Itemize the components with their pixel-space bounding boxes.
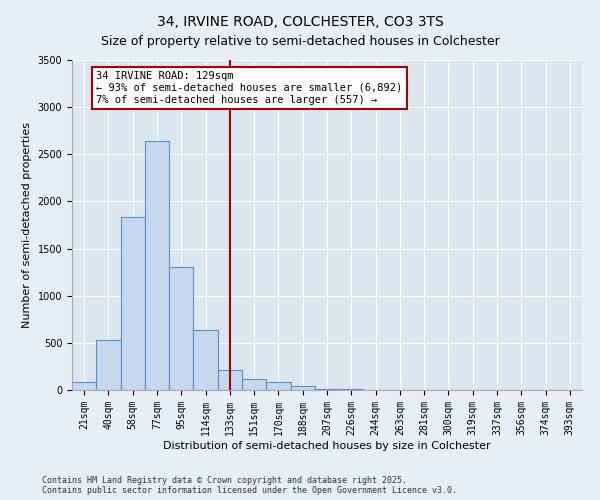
Bar	[242, 378, 266, 390]
Bar	[339, 389, 364, 390]
Bar	[315, 388, 339, 390]
Text: 34 IRVINE ROAD: 129sqm
← 93% of semi-detached houses are smaller (6,892)
7% of s: 34 IRVINE ROAD: 129sqm ← 93% of semi-det…	[96, 72, 403, 104]
Bar	[218, 370, 242, 390]
Bar	[266, 382, 290, 390]
Bar	[121, 216, 145, 390]
Bar	[193, 330, 218, 390]
Bar	[96, 340, 121, 390]
Y-axis label: Number of semi-detached properties: Number of semi-detached properties	[22, 122, 32, 328]
Text: 34, IRVINE ROAD, COLCHESTER, CO3 3TS: 34, IRVINE ROAD, COLCHESTER, CO3 3TS	[157, 15, 443, 29]
Text: Size of property relative to semi-detached houses in Colchester: Size of property relative to semi-detach…	[101, 35, 499, 48]
Bar	[169, 268, 193, 390]
X-axis label: Distribution of semi-detached houses by size in Colchester: Distribution of semi-detached houses by …	[163, 440, 491, 450]
Text: Contains HM Land Registry data © Crown copyright and database right 2025.
Contai: Contains HM Land Registry data © Crown c…	[42, 476, 457, 495]
Bar	[145, 141, 169, 390]
Bar	[72, 382, 96, 390]
Bar	[290, 386, 315, 390]
